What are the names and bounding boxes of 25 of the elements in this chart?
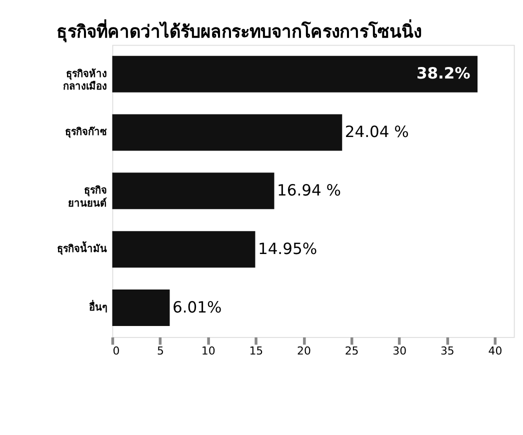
x-tick-label: 15	[249, 344, 264, 358]
x-tick-label: 0	[112, 344, 120, 358]
chart-title: ธุรกิจที่คาดว่าได้รับผลกระทบจากโครงการโซนนิ่ง	[56, 18, 422, 43]
bar	[112, 231, 256, 268]
data-label: 6.01%	[172, 298, 222, 316]
y-tick-label: ธุรกิจก๊าซ	[64, 126, 107, 138]
bar	[112, 172, 274, 210]
data-label: 24.04 %	[344, 123, 409, 142]
x-tick-label: 25	[344, 344, 359, 358]
y-tick-label: ธุรกิจน้ำมัน	[56, 241, 107, 256]
x-tick-label: 20	[297, 344, 311, 358]
y-tick-label: ธุรกิจห้าง กลางเมือง	[62, 68, 107, 93]
x-tick-label: 30	[392, 344, 407, 358]
bar	[112, 114, 342, 151]
x-tick-label: 35	[440, 344, 454, 358]
x-tick-label: 40	[488, 344, 502, 358]
data-label: 38.2%	[416, 64, 471, 83]
x-tick-label: 5	[157, 344, 164, 358]
data-label: 14.95%	[258, 240, 318, 258]
bar	[112, 56, 478, 92]
y-tick-label: ธุรกิจ ยานยนต์	[68, 184, 107, 210]
x-tick-label: 10	[201, 344, 216, 358]
y-tick-label: อื่นๆ	[88, 299, 107, 314]
bar	[112, 289, 170, 326]
data-label: 16.94 %	[276, 181, 342, 200]
